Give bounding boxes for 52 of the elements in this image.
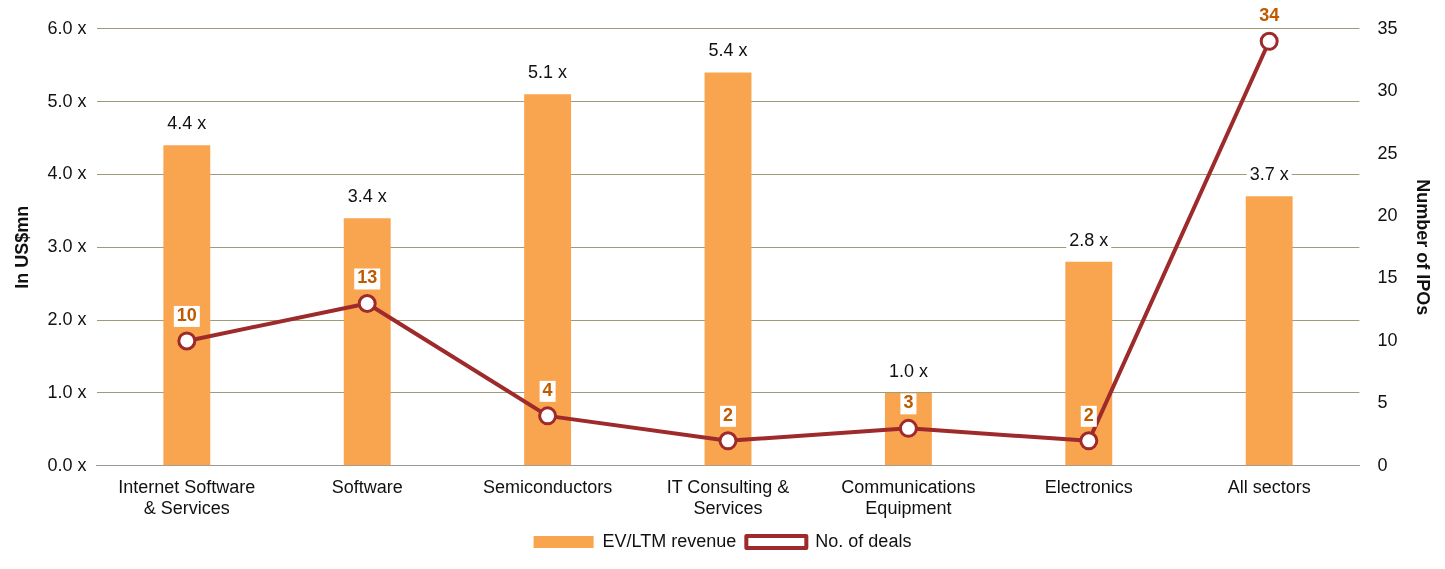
y2-tick-label: 15	[1377, 267, 1398, 288]
y-tick-label: 3.0 x	[47, 236, 87, 257]
bar	[163, 145, 211, 466]
y2-tick-label: 5	[1377, 392, 1388, 413]
data-label: 2.8 x	[1069, 229, 1109, 250]
y2-tick-label: 10	[1377, 329, 1398, 350]
data-label: 3.4 x	[347, 186, 387, 207]
point	[177, 331, 197, 351]
data-label: 10	[176, 304, 197, 325]
y-tick-label: 4.0 x	[47, 163, 87, 184]
point	[357, 293, 377, 313]
x-tick-label: Electronics	[1044, 476, 1133, 497]
point	[538, 406, 558, 426]
y2-tick-label: 20	[1377, 205, 1398, 226]
x-tick-label: All sectors	[1227, 476, 1311, 497]
data-label: 13	[357, 267, 378, 288]
y2-tick-label: 25	[1377, 142, 1398, 163]
y-tick-label: 5.0 x	[47, 90, 87, 111]
bar	[704, 72, 752, 466]
data-label: 2	[1083, 404, 1094, 425]
point	[718, 431, 738, 451]
y-tick-label: 0.0 x	[47, 454, 87, 475]
y-axis-title: In US$mn	[11, 205, 32, 289]
data-label: 4.4 x	[167, 113, 207, 134]
data-label: 5.4 x	[708, 40, 748, 61]
y2-tick-label: 35	[1377, 17, 1398, 38]
bar	[343, 218, 391, 466]
bar	[1065, 261, 1113, 466]
x-tick-label: IT Consulting & Services	[666, 476, 790, 519]
legend-label: No. of deals	[815, 530, 912, 551]
x-tick-label: Semiconductors	[483, 476, 613, 497]
y2-tick-label: 0	[1377, 454, 1388, 475]
data-label: 3.7 x	[1249, 164, 1289, 185]
point	[1259, 31, 1279, 51]
data-label: 1.0 x	[888, 360, 928, 381]
y2-axis-title: Number of IPOs	[1413, 179, 1434, 316]
y-tick-label: 1.0 x	[47, 381, 87, 402]
x-tick-label: Software	[331, 476, 403, 497]
data-label: 3	[903, 392, 914, 413]
point	[1079, 431, 1099, 451]
data-label: 34	[1259, 5, 1280, 26]
data-label: 5.1 x	[528, 62, 568, 83]
y-tick-label: 6.0 x	[47, 17, 87, 38]
y2-tick-label: 30	[1377, 80, 1398, 101]
bar	[524, 94, 572, 466]
x-tick-label: Internet Software & Services	[118, 476, 256, 519]
legend-label: EV/LTM revenue	[602, 530, 737, 551]
x-tick-label: Communications Equipment	[841, 476, 976, 519]
data-label: 2	[722, 404, 734, 425]
y-tick-label: 2.0 x	[47, 309, 87, 330]
data-label: 4	[542, 379, 553, 400]
bar	[1245, 196, 1293, 466]
